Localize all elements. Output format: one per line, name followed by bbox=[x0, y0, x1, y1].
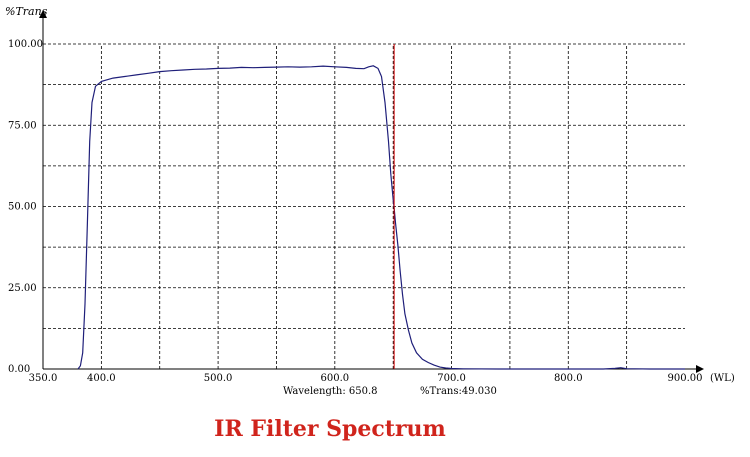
x-tick-label: 350.0 bbox=[29, 373, 58, 384]
cursor-trans-readout: %Trans:49.030 bbox=[420, 386, 497, 397]
y-tick-label: 0.00 bbox=[8, 364, 30, 375]
x-axis-unit-label: (WL) bbox=[710, 373, 735, 384]
cursor-wavelength-readout: Wavelength: 650.8 bbox=[283, 386, 378, 397]
y-tick-label: 25.00 bbox=[8, 283, 37, 294]
axes bbox=[39, 10, 704, 373]
chart-title: IR Filter Spectrum bbox=[214, 416, 446, 442]
grid-lines bbox=[43, 43, 685, 369]
x-tick-label: 800.0 bbox=[554, 373, 583, 384]
y-tick-label: 50.00 bbox=[8, 202, 37, 213]
x-tick-label: 400.0 bbox=[87, 373, 116, 384]
x-tick-label: 600.0 bbox=[320, 373, 349, 384]
y-tick-label: 100.00 bbox=[8, 39, 43, 50]
transmission-series-line bbox=[77, 65, 685, 370]
x-tick-label: 700.0 bbox=[437, 373, 466, 384]
y-axis-title: %Trans bbox=[5, 5, 48, 18]
y-tick-label: 75.00 bbox=[8, 120, 37, 131]
x-tick-label: 500.0 bbox=[204, 373, 233, 384]
y-tick-labels: 0.00 25.00 50.00 75.00 100.00 bbox=[8, 39, 43, 375]
x-tick-labels: 350.0 400.0 500.0 600.0 700.0 800.0 900.00 bbox=[29, 373, 703, 384]
x-tick-label: 900.00 bbox=[668, 373, 703, 384]
